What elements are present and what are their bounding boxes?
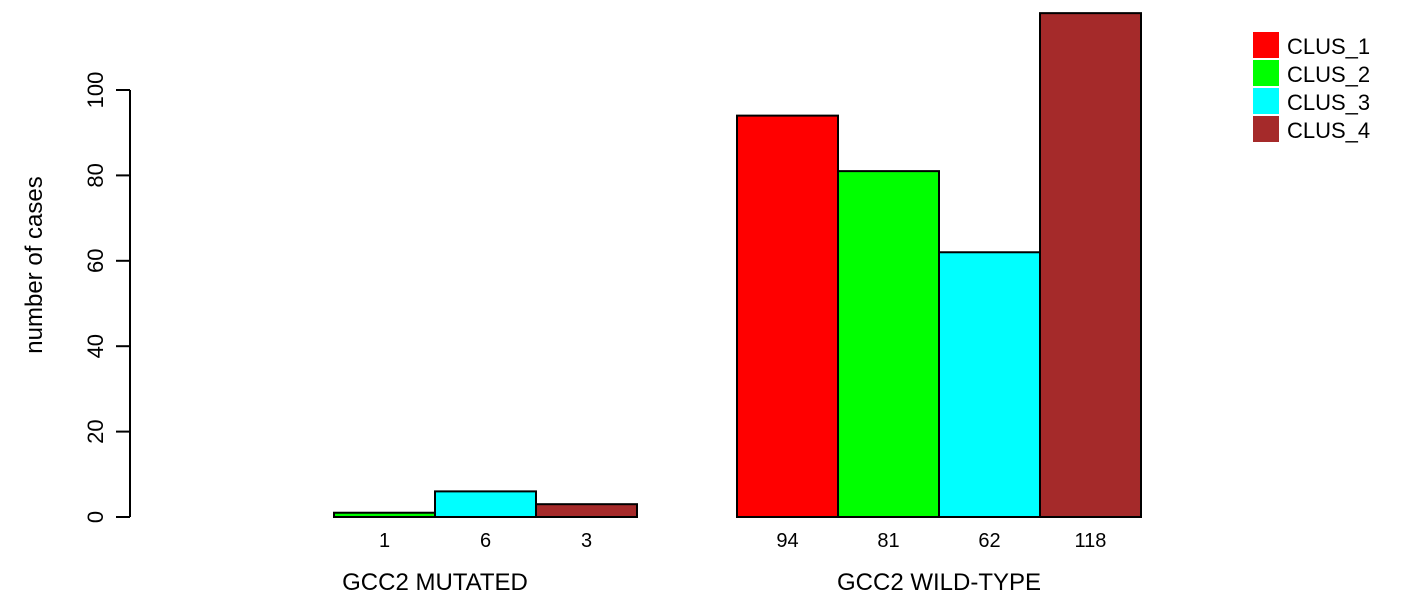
bar-count-label: 94 bbox=[776, 530, 798, 552]
y-tick-label: 40 bbox=[83, 334, 108, 358]
y-tick-label: 60 bbox=[83, 249, 108, 273]
bar-clus_2-wild-type bbox=[837, 170, 940, 518]
legend-label-clus_3: CLUS_3 bbox=[1287, 90, 1370, 115]
bar-count-label: 6 bbox=[480, 530, 491, 552]
bar-clus_3-wild-type bbox=[938, 251, 1041, 518]
y-tick-label: 80 bbox=[83, 163, 108, 187]
y-tick-label: 100 bbox=[83, 72, 108, 109]
legend: CLUS_1 CLUS_2 CLUS_3 CLUS_4 bbox=[1253, 32, 1370, 143]
legend-swatch-clus_4 bbox=[1253, 116, 1279, 142]
bar-count-label: 1 bbox=[379, 530, 390, 552]
count-labels: 1 6 3 94 81 62 118 bbox=[379, 530, 1107, 552]
legend-swatch-clus_2 bbox=[1253, 60, 1279, 86]
bar-clus_1-wild-type bbox=[736, 114, 839, 519]
y-axis-title: number of cases bbox=[21, 176, 48, 353]
y-tick-label: 20 bbox=[83, 419, 108, 443]
bar-clus_3-mutated bbox=[434, 490, 537, 519]
bar-clus_4-wild-type bbox=[1039, 12, 1142, 518]
legend-label-clus_1: CLUS_1 bbox=[1287, 34, 1370, 59]
group-label: GCC2 MUTATED bbox=[342, 569, 528, 596]
group-label: GCC2 WILD-TYPE bbox=[837, 569, 1041, 596]
legend-label-clus_2: CLUS_2 bbox=[1287, 62, 1370, 87]
y-axis: 0 20 40 60 80 100 bbox=[83, 72, 131, 523]
bar-clus_4-mutated bbox=[535, 503, 638, 519]
bar-clus_2-mutated bbox=[333, 511, 436, 518]
bar-count-label: 118 bbox=[1075, 530, 1107, 552]
legend-swatch-clus_1 bbox=[1253, 32, 1279, 58]
y-tick-label: 0 bbox=[83, 511, 108, 523]
bars bbox=[333, 12, 1142, 519]
bar-count-label: 81 bbox=[877, 530, 899, 552]
bar-count-label: 62 bbox=[978, 530, 1000, 552]
legend-label-clus_4: CLUS_4 bbox=[1287, 118, 1370, 143]
bar-count-label: 3 bbox=[581, 530, 592, 552]
legend-swatch-clus_3 bbox=[1253, 88, 1279, 114]
group-labels: GCC2 MUTATED GCC2 WILD-TYPE bbox=[342, 569, 1041, 596]
